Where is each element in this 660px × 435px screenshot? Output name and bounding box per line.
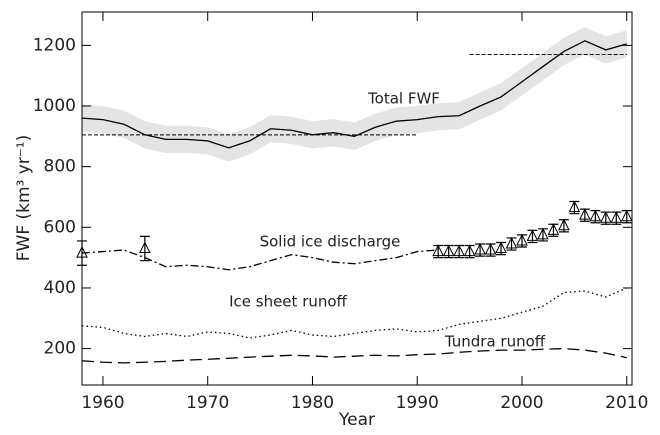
triangle-marker (600, 211, 612, 223)
series-line (81, 287, 628, 339)
triangle-marker (558, 218, 570, 231)
triangle-marker (474, 242, 486, 255)
x-tick-label: 2010 (605, 393, 648, 413)
series-line (81, 249, 439, 271)
triangle-marker (516, 233, 528, 246)
x-tick-label: 2000 (500, 393, 543, 413)
plot-frame (81, 11, 633, 386)
annotation: Total FWF (367, 90, 440, 108)
triangle-marker (610, 211, 623, 223)
triangle-marker (463, 244, 476, 257)
annotation: Solid ice discharge (260, 233, 401, 251)
y-axis-label: FWF (km³ yr⁻¹) (14, 135, 34, 262)
triangle-marker (547, 223, 560, 235)
triangle-marker (484, 242, 497, 255)
x-tick-label: 1960 (81, 393, 124, 413)
series-line (81, 40, 627, 149)
x-tick-label: 1990 (396, 393, 439, 413)
triangle-marker (505, 236, 518, 249)
triangle-marker (589, 209, 602, 222)
error-bar (139, 235, 150, 262)
y-tick-label: 200 (44, 339, 76, 359)
y-tick-label: 1200 (33, 35, 76, 55)
triangle-marker (579, 208, 591, 220)
triangle-marker (526, 229, 539, 241)
x-tick-label: 1970 (186, 393, 229, 413)
triangle-marker (537, 227, 549, 240)
x-axis-label: Year (338, 410, 375, 430)
y-tick-label: 1000 (33, 96, 76, 116)
triangle-marker (620, 209, 633, 222)
triangle-marker (495, 241, 507, 254)
triangle-marker (568, 200, 581, 213)
triangle-marker (453, 244, 465, 257)
triangle-marker (432, 244, 444, 257)
annotation: Ice sheet runoff (229, 293, 347, 311)
x-tick-label: 1980 (291, 393, 334, 413)
series-line (81, 347, 627, 364)
y-tick-label: 600 (44, 217, 76, 237)
y-tick-label: 400 (44, 278, 76, 298)
y-tick-label: 800 (44, 157, 76, 177)
annotation: Tundra runoff (444, 333, 546, 351)
uncertainty-band (82, 27, 627, 162)
triangle-marker (139, 241, 151, 254)
triangle-marker (442, 244, 455, 257)
